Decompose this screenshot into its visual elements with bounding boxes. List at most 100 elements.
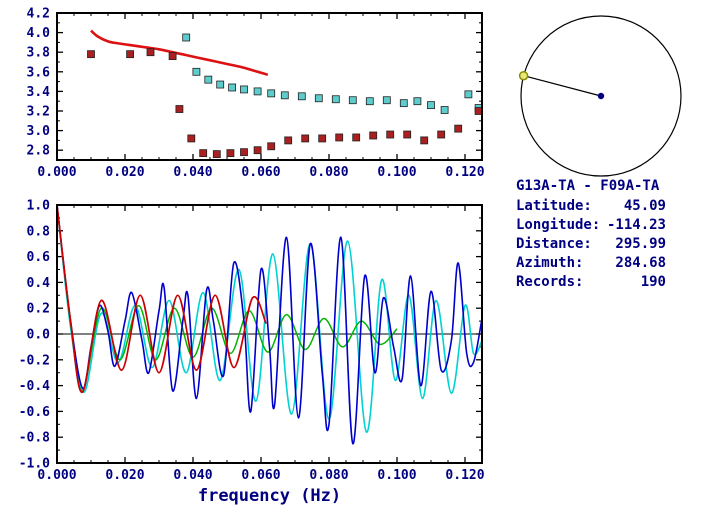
phase-velocity-picks-marker[interactable] — [331, 95, 340, 104]
cross-spectrum-chart[interactable]: 0.000 0.020 0.040 0.060 0.080 0.100 0.120 1.0 0.… — [19, 199, 485, 507]
records-value: 190 — [640, 274, 666, 290]
group-velocity-picks-marker[interactable] — [168, 52, 177, 61]
group-velocity-picks-marker[interactable] — [126, 50, 134, 59]
group-velocity-picks-marker[interactable] — [212, 150, 221, 159]
phase-velocity-picks-marker[interactable] — [314, 94, 323, 103]
group-velocity-picks-marker[interactable] — [175, 105, 184, 113]
group-velocity-picks-marker[interactable] — [267, 142, 276, 151]
tick-label: 0.020 — [105, 468, 144, 483]
azimuth-label: Azimuth: — [516, 255, 584, 271]
azimuth-value: 284.68 — [615, 255, 666, 271]
phase-velocity-picks-marker[interactable] — [182, 33, 191, 42]
phase-velocity-picks-marker[interactable] — [204, 75, 213, 84]
phase-velocity-picks-marker[interactable] — [192, 67, 201, 76]
tick-label: 0.120 — [445, 165, 484, 180]
dispersion-chart[interactable]: 0.000 0.020 0.040 0.060 0.080 0.100 0.120 2.8 3.… — [27, 7, 485, 181]
trace-cyan — [56, 204, 483, 433]
tick-label: 2.8 — [27, 144, 51, 159]
tick-label: 0.040 — [173, 468, 212, 483]
group-velocity-picks-marker[interactable] — [87, 50, 95, 59]
tick-label: 0.020 — [105, 165, 144, 180]
info-row-longitude: Longitude: -114.23 — [516, 216, 666, 235]
tick-label: -0.2 — [19, 353, 50, 368]
tick-label: -0.8 — [19, 431, 50, 446]
phase-velocity-picks-marker[interactable] — [228, 83, 237, 92]
group-velocity-picks-marker[interactable] — [187, 134, 196, 143]
group-velocity-picks-marker[interactable] — [454, 124, 463, 133]
phase-velocity-picks-marker[interactable] — [348, 96, 357, 105]
distance-value: 295.99 — [615, 236, 666, 252]
tick-label: -1.0 — [19, 457, 50, 472]
group-velocity-picks-marker[interactable] — [369, 131, 378, 140]
phase-velocity-picks-marker[interactable] — [240, 85, 248, 94]
tick-label: 0.6 — [27, 250, 51, 265]
tick-label: 0.0 — [27, 328, 51, 343]
group-velocity-picks-marker[interactable] — [199, 149, 208, 158]
tick-label: 0.4 — [27, 276, 51, 291]
tick-label: 0.2 — [27, 302, 50, 317]
tick-label: 0.080 — [309, 165, 348, 180]
tick-label: -0.4 — [19, 379, 50, 394]
phase-velocity-picks-marker[interactable] — [297, 92, 306, 101]
tick-label: 0.8 — [27, 224, 51, 239]
tick-label: 0.100 — [377, 165, 416, 180]
tick-label: 3.8 — [27, 46, 51, 61]
phase-velocity-picks-marker[interactable] — [267, 89, 276, 98]
tick-label: 0.100 — [377, 468, 416, 483]
azimuth-circle — [520, 15, 682, 177]
phase-velocity-picks-marker[interactable] — [464, 90, 473, 99]
group-velocity-picks-marker[interactable] — [146, 48, 155, 57]
tick-label: 0.000 — [37, 165, 76, 180]
phase-velocity-picks-marker[interactable] — [413, 97, 422, 106]
tick-label: 1.0 — [27, 199, 51, 214]
phase-velocity-picks-marker[interactable] — [382, 96, 391, 105]
phase-velocity-picks-marker[interactable] — [440, 106, 449, 114]
group-velocity-picks-marker[interactable] — [226, 149, 235, 158]
group-velocity-picks-marker[interactable] — [301, 134, 310, 143]
group-velocity-picks-marker[interactable] — [284, 136, 293, 145]
station-marker-icon — [518, 70, 529, 81]
tick-label: 3.2 — [27, 105, 50, 120]
group-velocity-picks-marker[interactable] — [403, 130, 412, 139]
group-velocity-picks-marker[interactable] — [420, 136, 429, 145]
tick-label: 0.060 — [241, 468, 280, 483]
group-velocity-picks-marker[interactable] — [253, 146, 262, 155]
group-velocity-picks-marker[interactable] — [437, 130, 446, 139]
longitude-label: Longitude: — [516, 217, 601, 233]
phase-velocity-picks-marker[interactable] — [280, 91, 289, 100]
group-velocity-picks-marker[interactable] — [386, 130, 395, 139]
trace-blue — [56, 204, 483, 445]
info-row-latitude: Latitude: 45.09 — [516, 197, 666, 216]
station-info-panel: G13A-TA - F09A-TA Latitude: 45.09 Longit… — [516, 177, 666, 292]
info-row-distance: Distance: 295.99 — [516, 235, 666, 254]
phase-velocity-picks-marker[interactable] — [427, 101, 435, 110]
group-velocity-picks-marker[interactable] — [352, 133, 361, 142]
phase-velocity-picks-marker[interactable] — [399, 99, 408, 108]
info-row-records: Records: 190 — [516, 273, 666, 292]
tick-label: 3.4 — [27, 85, 51, 100]
records-label: Records: — [516, 274, 584, 290]
group-velocity-picks-marker[interactable] — [335, 133, 344, 142]
phase-velocity-picks-marker[interactable] — [253, 87, 262, 96]
tick-label: 0.000 — [37, 468, 76, 483]
azimuth-diagram — [518, 15, 682, 177]
group-velocity-picks-marker[interactable] — [318, 134, 327, 143]
phase-velocity-picks-marker[interactable] — [365, 97, 374, 106]
station-pair-title: G13A-TA - F09A-TA — [516, 178, 660, 194]
tick-label: 4.2 — [27, 7, 50, 22]
reference-dispersion-curve — [90, 29, 269, 76]
dispersion-chart-frame — [56, 12, 483, 161]
center-marker-icon — [597, 92, 605, 100]
distance-label: Distance: — [516, 236, 592, 252]
latitude-value: 45.09 — [623, 198, 666, 214]
tick-label: 0.080 — [309, 468, 348, 483]
group-velocity-picks-marker[interactable] — [240, 148, 248, 157]
longitude-value: -114.23 — [606, 217, 666, 233]
tick-label: -0.6 — [19, 405, 50, 420]
latitude-label: Latitude: — [516, 198, 592, 214]
tick-label: 0.060 — [241, 165, 280, 180]
trace-red — [56, 204, 267, 393]
phase-velocity-picks-marker[interactable] — [216, 80, 225, 89]
